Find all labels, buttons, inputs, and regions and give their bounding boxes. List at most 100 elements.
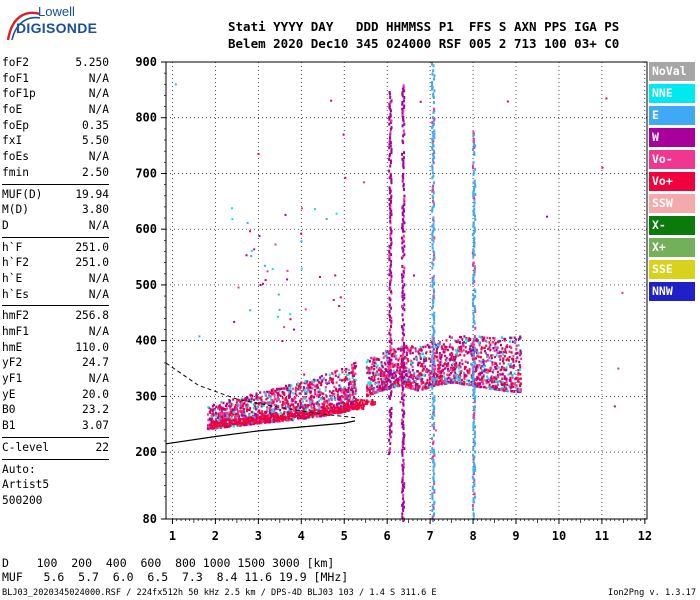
echo-point	[517, 387, 520, 391]
param-row: h`F 251.0	[2, 241, 109, 257]
echo-point	[308, 409, 311, 412]
echo-point	[322, 392, 325, 396]
echo-point	[289, 386, 292, 390]
echo-point	[315, 408, 318, 412]
echo-point	[228, 423, 231, 426]
echo-point	[242, 416, 245, 419]
echo-point	[442, 379, 445, 383]
echo-point	[470, 362, 473, 366]
echo-point	[237, 399, 240, 402]
echo-point	[250, 422, 253, 426]
echo-point	[338, 398, 341, 402]
echo-point	[402, 162, 405, 166]
echo-point	[301, 400, 304, 403]
echo-point	[359, 404, 362, 407]
echo-point	[449, 353, 452, 356]
echo-point	[431, 345, 434, 349]
param-value: 2.50	[82, 165, 109, 179]
echo-point	[495, 354, 498, 357]
echo-point	[475, 369, 478, 373]
echo-point	[472, 415, 475, 419]
echo-point	[389, 201, 392, 205]
echo-point	[512, 385, 515, 389]
echo-point	[431, 261, 434, 265]
echo-point	[398, 366, 401, 370]
echo-point	[433, 340, 436, 344]
echo-point	[411, 375, 414, 379]
echo-point	[232, 419, 235, 422]
echo-point	[221, 415, 224, 419]
echo-point	[211, 426, 214, 430]
echo-point	[343, 377, 346, 381]
param-separator	[2, 305, 109, 307]
echo-point	[213, 407, 216, 411]
echo-point	[388, 418, 391, 422]
echo-point	[230, 417, 233, 420]
param-name: yF2	[2, 356, 23, 370]
echo-point	[319, 406, 322, 409]
echo-point	[401, 289, 404, 293]
echo-point	[388, 350, 391, 354]
echo-point	[452, 366, 455, 369]
echo-point	[402, 208, 405, 212]
echo-point	[461, 338, 464, 341]
echo-point	[402, 119, 405, 123]
echo-point	[229, 406, 232, 410]
echo-point	[431, 415, 434, 419]
echo-point	[207, 427, 210, 430]
echo-point	[404, 346, 407, 349]
echo-point	[433, 462, 436, 466]
echo-point	[309, 415, 312, 418]
echo-point	[225, 425, 228, 429]
echo-point	[416, 375, 419, 378]
echo-point	[257, 403, 260, 406]
echo-point	[483, 336, 486, 339]
echo-point	[229, 404, 232, 408]
echo-point	[432, 478, 435, 482]
echo-point	[216, 416, 219, 420]
param-separator	[2, 236, 109, 238]
echo-point	[430, 383, 433, 386]
echo-point	[240, 418, 243, 421]
echo-point	[401, 355, 404, 359]
echo-point	[351, 371, 354, 374]
echo-point	[276, 391, 279, 395]
echo-point	[440, 353, 443, 357]
echo-point	[382, 373, 385, 376]
echo-point	[415, 355, 418, 359]
echo-point	[222, 421, 225, 424]
echo-point	[440, 371, 443, 374]
echo-point	[355, 402, 358, 405]
echo-point	[438, 344, 441, 347]
echo-point	[465, 374, 468, 377]
echo-point	[388, 363, 391, 367]
echo-point	[401, 179, 404, 183]
echo-point	[314, 411, 317, 414]
echo-point	[464, 341, 467, 345]
echo-point	[223, 424, 226, 427]
echo-point	[432, 427, 435, 431]
echo-point	[515, 344, 518, 347]
echo-point	[250, 410, 253, 414]
param-value: 110.0	[75, 340, 109, 354]
echo-point	[351, 366, 354, 369]
y-tick-label: 400	[135, 334, 157, 348]
echo-point	[432, 348, 435, 351]
echo-point	[279, 415, 282, 418]
echo-point	[229, 408, 232, 411]
echo-point	[475, 337, 478, 341]
echo-point	[354, 406, 357, 409]
echo-point	[447, 380, 450, 384]
echo-point	[397, 347, 400, 350]
echo-point	[233, 408, 236, 412]
echo-point	[379, 389, 382, 392]
param-value: N/A	[88, 103, 109, 117]
echo-point	[387, 375, 390, 379]
echo-point	[308, 388, 311, 391]
echo-point	[268, 394, 271, 397]
echo-point	[519, 335, 522, 338]
echo-point	[291, 399, 294, 402]
echo-point	[323, 403, 326, 406]
echo-point	[402, 458, 405, 462]
echo-point	[453, 376, 456, 380]
